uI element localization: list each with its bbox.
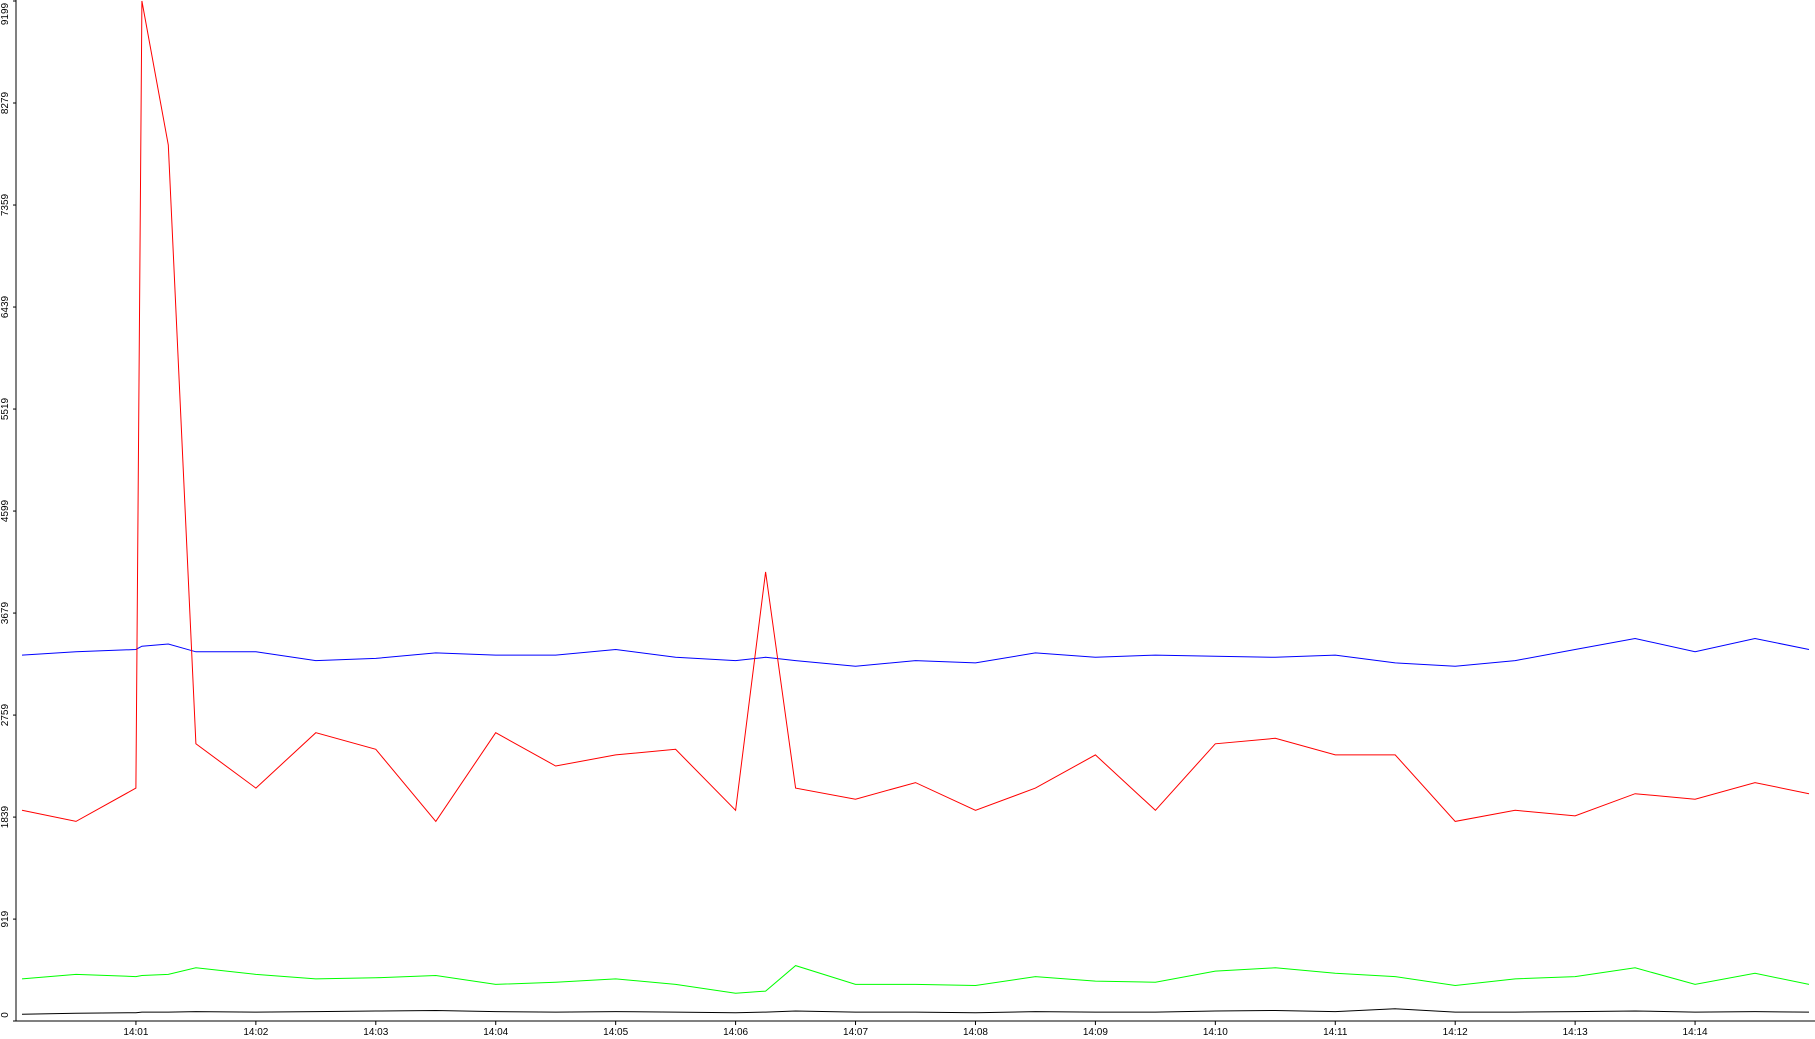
x-tick-label: 14:09 (1083, 1027, 1108, 1038)
series-line (21, 637, 1810, 667)
x-tick-label: 14:02 (243, 1027, 268, 1038)
y-tick-label: 1839 (0, 806, 11, 829)
y-tick-label: 5519 (0, 397, 11, 420)
x-tick-label: 14:10 (1203, 1027, 1228, 1038)
x-tick-label: 14:05 (603, 1027, 628, 1038)
x-tick-label: 14:12 (1443, 1027, 1468, 1038)
y-tick-label: 4599 (0, 499, 11, 522)
x-tick-label: 14:04 (483, 1027, 508, 1038)
x-tick-label: 14:13 (1563, 1027, 1588, 1038)
y-tick-label: 2759 (0, 704, 11, 727)
y-tick-label: 0 (0, 1012, 11, 1018)
y-tick-label: 6439 (0, 295, 11, 318)
x-tick-label: 14:08 (963, 1027, 988, 1038)
x-tick-label: 14:03 (363, 1027, 388, 1038)
x-tick-label: 14:01 (123, 1027, 148, 1038)
x-tick-label: 14:06 (723, 1027, 748, 1038)
y-tick-label: 3679 (0, 602, 11, 625)
x-tick-label: 14:14 (1683, 1027, 1708, 1038)
y-tick-label: 8279 (0, 91, 11, 114)
series-line (21, 1008, 1810, 1015)
series-line (21, 965, 1810, 994)
x-tick-label: 14:07 (843, 1027, 868, 1038)
series-line (21, 0, 1810, 823)
y-tick-label: 7359 (0, 193, 11, 216)
x-tick-label: 14:11 (1323, 1027, 1348, 1038)
y-tick-label: 919 (0, 910, 11, 927)
y-tick-label: 9199 (0, 2, 11, 25)
